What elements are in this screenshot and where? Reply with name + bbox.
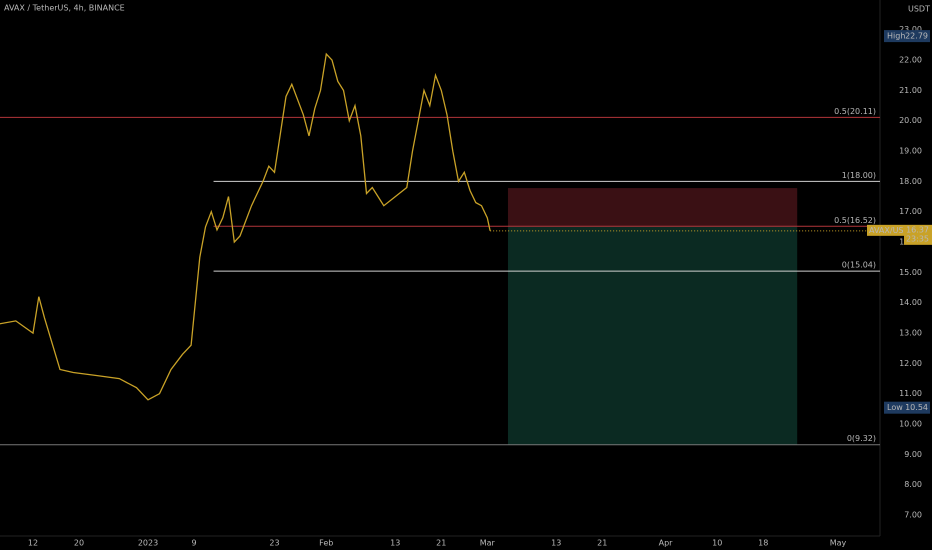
y-tick-label: 10.00 [899, 420, 922, 429]
y-tick-label: 11.00 [899, 389, 922, 398]
target-zone [507, 226, 798, 445]
x-tick-label: May [830, 539, 847, 548]
last-price: 16.37 [906, 225, 929, 234]
high-label: High [887, 32, 905, 41]
x-tick-label: 10 [712, 539, 722, 548]
high-value: 22.79 [905, 32, 928, 41]
x-tick-label: 9 [191, 539, 196, 548]
y-tick-label: 18.00 [899, 177, 922, 186]
y-tick-label: 20.00 [899, 116, 922, 125]
y-tick-label: 7.00 [904, 511, 922, 520]
high-badge [884, 30, 930, 43]
last-symbol: AVAX/USDT [869, 226, 915, 235]
y-tick-label: 14.00 [899, 298, 922, 307]
low-badge [884, 401, 930, 414]
y-tick-label: 8.00 [904, 480, 922, 489]
y-tick-label: 23.00 [899, 25, 922, 34]
fib-label: 0.5(16.52) [834, 216, 876, 225]
x-tick-label: 23 [269, 539, 279, 548]
price-line [0, 52, 491, 401]
x-tick-label: Apr [659, 539, 674, 548]
y-tick-label: 21.00 [899, 86, 922, 95]
x-tick-label: 13 [390, 539, 400, 548]
x-tick-label: 21 [597, 539, 607, 548]
x-tick-label: 20 [74, 539, 84, 548]
last-price-badge [904, 224, 932, 245]
fib-label: 0.5(20.11) [834, 107, 876, 116]
y-tick-label: 13.00 [899, 329, 922, 338]
x-tick-label: Mar [480, 539, 496, 548]
y-tick-label: 15.00 [899, 268, 922, 277]
fib-label: 0(9.32) [847, 434, 876, 443]
x-tick-label: 13 [551, 539, 561, 548]
y-tick-label: 22.00 [899, 56, 922, 65]
y-tick-label: 9.00 [904, 450, 922, 459]
y-tick-label: 12.00 [899, 359, 922, 368]
low-label: Low [887, 403, 903, 412]
last-symbol-badge [867, 224, 904, 236]
x-tick-label: 12 [28, 539, 38, 548]
x-tick-label: 18 [758, 539, 768, 548]
axis-unit: USDT [908, 5, 930, 14]
fib-label: 0(15.04) [842, 261, 876, 270]
countdown: 23:35 [906, 234, 929, 243]
low-value: 10.54 [905, 403, 928, 412]
fib-label: 1(18.00) [842, 171, 876, 180]
stop-zone [507, 188, 798, 227]
x-tick-label: Feb [319, 539, 333, 548]
y-tick-label: 17.00 [899, 207, 922, 216]
y-tick-label: 19.00 [899, 147, 922, 156]
x-tick-label: 2023 [138, 539, 158, 548]
x-tick-label: 21 [436, 539, 446, 548]
chart-title: AVAX / TetherUS, 4h, BINANCE [4, 4, 125, 13]
